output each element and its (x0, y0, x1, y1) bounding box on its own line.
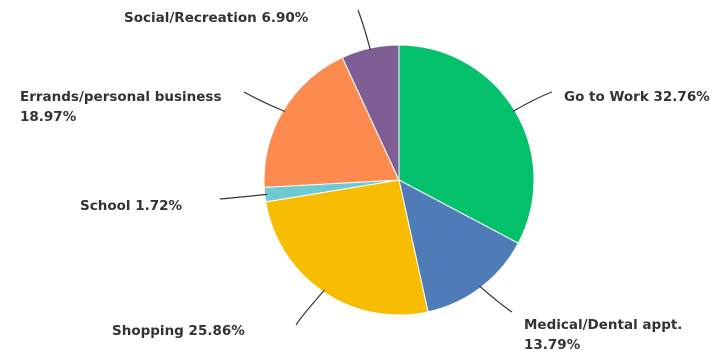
leader-line-0 (512, 91, 553, 112)
label-shopping: Shopping 25.86% (112, 323, 245, 339)
label-errands: Errands/personal business (20, 89, 222, 105)
label-errands-value: 18.97% (20, 109, 77, 125)
leader-lines (219, 9, 553, 326)
leader-line-5 (357, 9, 371, 51)
label-go-to-work: Go to Work 32.76% (564, 89, 710, 105)
leader-line-1 (479, 285, 513, 313)
pie-slice-shopping (265, 179, 429, 316)
label-medical-dental: Medical/Dental appt. (524, 317, 682, 333)
label-school: School 1.72% (80, 198, 183, 214)
leader-line-2 (295, 289, 325, 326)
label-medical-dental-value: 13.79% (524, 337, 581, 352)
leader-line-4 (243, 91, 286, 113)
pie-slices (263, 44, 535, 316)
label-social-recreation: Social/Recreation 6.90% (124, 10, 309, 26)
leader-line-3 (219, 193, 267, 200)
slice-labels: Social/Recreation 6.90% Errands/personal… (20, 10, 710, 352)
